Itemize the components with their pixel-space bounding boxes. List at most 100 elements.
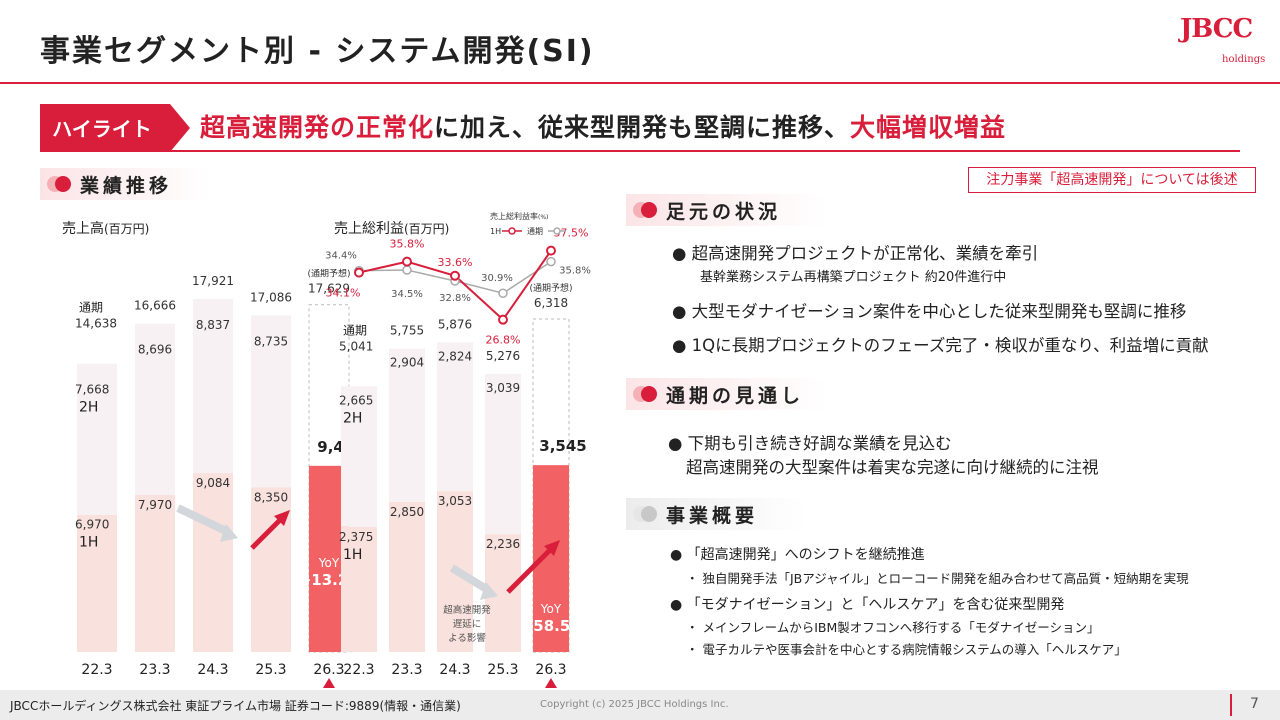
outlook-bullet-1: ● 下期も引き続き好調な業績を見込む — [668, 434, 952, 453]
rate-legend-1h: 1H — [490, 227, 501, 236]
section-marker-icon — [633, 506, 657, 522]
highlight-badge-label: ハイライト — [52, 117, 152, 141]
note-box: 注力事業「超高速開発」については後述 — [968, 167, 1256, 193]
sales-title-text: 売上高 — [62, 221, 104, 237]
profit-label-total: 5,041 — [339, 339, 373, 353]
sales-label-1h: 6,970 — [75, 518, 109, 532]
sales-label-total: 17,921 — [192, 274, 234, 288]
sales-label-total: 17,086 — [250, 290, 292, 304]
logo-subtext: holdings — [1222, 54, 1266, 65]
rate-point-annual — [402, 265, 412, 275]
sales-bar-2h — [77, 363, 117, 515]
profit-yoy-pct: % — [570, 621, 581, 634]
sales-label-2h: 8,696 — [138, 343, 172, 357]
profit-title-text: 売上総利益 — [334, 221, 404, 237]
highlight-badge: ハイライト — [40, 104, 190, 152]
sales-bar-1h — [193, 473, 233, 652]
profit-gray-arrow-head — [480, 582, 498, 600]
profit-annotation-line: 超高速開発 — [443, 604, 491, 616]
rate-point-1h — [546, 245, 556, 256]
highlight-part1: 超高速開発の正常化 — [200, 113, 435, 142]
profit-gray-arrow-shaft — [449, 564, 491, 594]
profit-bar-2h — [485, 373, 521, 535]
sales-bar-1h — [135, 494, 175, 652]
sales-forecast-marker — [323, 678, 335, 688]
sales-red-arrow-shaft — [250, 516, 284, 550]
section-overview-title: 事業概要 — [666, 505, 759, 527]
profit-label-total: 5,276 — [486, 349, 520, 363]
section-marker-icon — [47, 176, 71, 192]
rate-label-annual: 30.9% — [481, 273, 513, 284]
sales-bar-2h — [193, 298, 233, 474]
footer-company: JBCCホールディングス株式会社 東証プライム市場 証券コード:9889(情報・… — [10, 699, 461, 713]
rate-legend-annual: 通期 — [527, 226, 543, 236]
section-performance-title: 業績推移 — [80, 175, 173, 197]
rate-label-annual: 34.5% — [391, 289, 423, 300]
profit-yoy-label: YoY — [540, 602, 562, 616]
sales-label-2h: 8,735 — [254, 334, 288, 348]
rate-label-annual: 34.4% — [325, 251, 357, 262]
sales-title-unit: (百万円) — [104, 222, 150, 236]
current-bullet-2: ● 大型モダナイゼーション案件を中心とした従来型開発も堅調に推移 — [672, 302, 1187, 321]
rate-point-1h — [450, 270, 460, 281]
highlight-text: 超高速開発の正常化に加え、従来型開発も堅調に推移、大幅増収増益 — [200, 108, 1006, 144]
sales-label-2h: 7,668 — [75, 383, 109, 397]
sales-red-arrow-head — [274, 510, 290, 526]
sales-label-1h: 8,350 — [254, 491, 288, 505]
profit-series-2h-label: 2H — [343, 410, 362, 426]
overview-bullet-2: ● 「モダナイゼーション」と「ヘルスケア」を含む従来型開発 — [670, 597, 1065, 613]
profit-annotation-line: よる影響 — [448, 632, 486, 644]
highlight-rule — [40, 150, 1240, 152]
sales-label-1h: 9,084 — [196, 476, 230, 490]
overview-bullet-1-text: 「超高速開発」へのシフトを継続推進 — [686, 547, 925, 563]
sales-gray-arrow-head — [220, 524, 238, 542]
section-marker-icon — [633, 386, 657, 402]
section-marker-icon — [633, 202, 657, 218]
sales-chart: 22.3 6,970 7,668 14,638 23.3 7,970 8,696 16,666… — [75, 268, 365, 688]
logo-text: JBCC — [1180, 14, 1253, 44]
sales-bar-2h — [251, 315, 291, 488]
profit-chart: 22.3 2,375 2,665 5,041 23.3 2,850 2,904 5,755 24… — [339, 282, 587, 688]
sales-x-tick: 22.3 — [81, 662, 112, 678]
company-logo: JBCC holdings — [1180, 14, 1270, 74]
sales-annual-label: 通期 — [79, 301, 103, 315]
footer-separator — [1230, 694, 1232, 716]
current-bullet-1: ● 超高速開発プロジェクトが正常化、業績を牽引 — [672, 244, 1039, 263]
rate-label-annual: 32.8% — [439, 293, 471, 304]
footer-bar — [0, 690, 1280, 720]
profit-forecast-marker — [545, 678, 557, 688]
rate-legend-unit: (%) — [538, 214, 548, 221]
current-bullet-3-text: 1Qに長期プロジェクトのフェーズ完了・検収が重なり、利益増に貢献 — [691, 336, 1209, 355]
profit-annual-label: 通期 — [343, 323, 367, 337]
margin-rate-chart: 34.1% 35.8% 33.6% 26.8% 37.5% 34.4% 34.5% 32.8%… — [325, 211, 591, 347]
profit-annotation-line: 遅延に — [453, 618, 482, 630]
title-rule — [0, 82, 1280, 84]
rate-label-1h: 37.5% — [554, 227, 589, 240]
sales-gray-arrow-shaft — [176, 504, 230, 536]
rate-point-1h — [498, 314, 508, 325]
sales-bar-1h — [77, 514, 117, 652]
sales-bar-2h — [135, 323, 175, 495]
rate-label-1h: 35.8% — [390, 238, 425, 251]
profit-label-1h: 2,375 — [339, 530, 373, 544]
sales-label-1h: 7,970 — [138, 498, 172, 512]
sales-label-total: 14,638 — [75, 317, 117, 331]
sales-label-2h: 8,837 — [196, 318, 230, 332]
profit-x-tick: 24.3 — [439, 662, 470, 678]
profit-bar-2h — [341, 386, 377, 527]
profit-x-tick: 26.3 — [535, 662, 566, 678]
section-overview: 事業概要 — [626, 498, 806, 530]
sales-label-forecast-total: 17,629 — [308, 282, 350, 296]
rate-point-annual — [498, 288, 508, 298]
footer-copyright: Copyright (c) 2025 JBCC Holdings Inc. — [540, 699, 729, 710]
rate-legend-annual-marker — [553, 227, 561, 235]
sales-x-tick: 23.3 — [139, 662, 170, 678]
rate-point-annual — [546, 256, 556, 267]
profit-yoy-value: +58.5% — [521, 617, 582, 635]
profit-label-2h: 3,039 — [486, 381, 520, 395]
current-bullet-3: ● 1Qに長期プロジェクトのフェーズ完了・検収が重なり、利益増に貢献 — [672, 336, 1209, 355]
profit-x-tick: 23.3 — [391, 662, 422, 678]
rate-label-annual: 35.8% — [559, 266, 591, 277]
rate-point-1h — [402, 256, 412, 267]
profit-series-1h-label: 1H — [343, 547, 362, 563]
